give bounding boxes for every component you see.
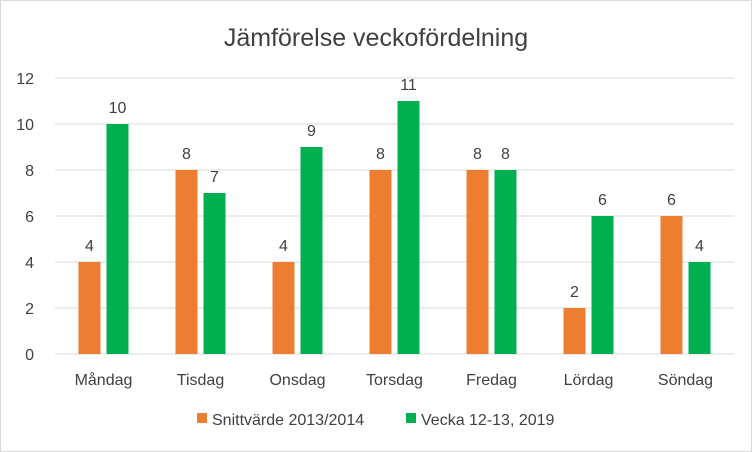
x-tick-label: Fredag: [466, 372, 517, 389]
data-label: 10: [109, 100, 127, 117]
legend-swatch: [197, 413, 207, 423]
legend-label: Snittvärde 2013/2014: [212, 412, 364, 429]
bar-vecka-lördag: [591, 216, 614, 354]
data-label: 8: [376, 146, 385, 163]
y-tick-label: 0: [25, 347, 34, 364]
x-tick-label: Lördag: [564, 372, 614, 389]
x-axis-categories: Måndag Tisdag Onsdag Torsdag Fredag Lördag Sön…: [75, 371, 714, 389]
y-tick-label: 10: [16, 117, 34, 134]
x-tick-label: Måndag: [75, 371, 133, 389]
bar-vecka-måndag: [106, 124, 129, 354]
data-label: 8: [182, 146, 191, 163]
legend-swatch: [406, 413, 416, 423]
data-label: 4: [695, 238, 704, 255]
legend: Snittvärde 2013/2014 Vecka 12-13, 2019: [197, 412, 555, 429]
data-label: 4: [279, 238, 288, 255]
x-tick-label: Torsdag: [366, 372, 423, 389]
y-tick-label: 8: [25, 163, 34, 180]
bar-snitt-söndag: [660, 216, 683, 354]
bar-vecka-fredag: [494, 170, 517, 354]
y-axis-ticks: 0 2 4 6 8 10 12: [16, 71, 34, 364]
x-tick-label: Tisdag: [177, 372, 224, 389]
data-label: 11: [400, 77, 417, 94]
data-labels: 4 10 8 7 4 9 8 11 8 8 2 6 6 4: [85, 77, 704, 301]
bar-vecka-torsdag: [397, 101, 420, 354]
bar-snitt-fredag: [466, 170, 489, 354]
bar-snitt-onsdag: [272, 262, 295, 354]
bar-vecka-söndag: [688, 262, 711, 354]
bar-snitt-tisdag: [175, 170, 198, 354]
legend-label: Vecka 12-13, 2019: [421, 412, 555, 429]
chart-title: Jämförelse veckofördelning: [224, 24, 528, 52]
data-label: 4: [85, 238, 94, 255]
y-tick-label: 4: [25, 255, 34, 272]
bar-vecka-tisdag: [203, 193, 226, 354]
bar-snitt-lördag: [563, 308, 586, 354]
data-label: 8: [501, 146, 510, 163]
gridlines: [55, 77, 734, 355]
data-label: 6: [598, 192, 607, 209]
x-tick-label: Söndag: [658, 372, 713, 389]
data-label: 8: [473, 146, 482, 163]
x-tick-label: Onsdag: [269, 372, 325, 389]
y-tick-label: 6: [25, 209, 34, 226]
bar-snitt-måndag: [78, 262, 101, 354]
data-label: 6: [667, 192, 676, 209]
bar-vecka-onsdag: [300, 147, 323, 354]
bar-snitt-torsdag: [369, 170, 392, 354]
y-tick-label: 2: [25, 301, 34, 318]
y-tick-label: 12: [16, 71, 34, 88]
data-label: 9: [307, 123, 316, 140]
bars: [78, 101, 711, 354]
data-label: 7: [210, 169, 219, 186]
data-label: 2: [570, 284, 579, 301]
